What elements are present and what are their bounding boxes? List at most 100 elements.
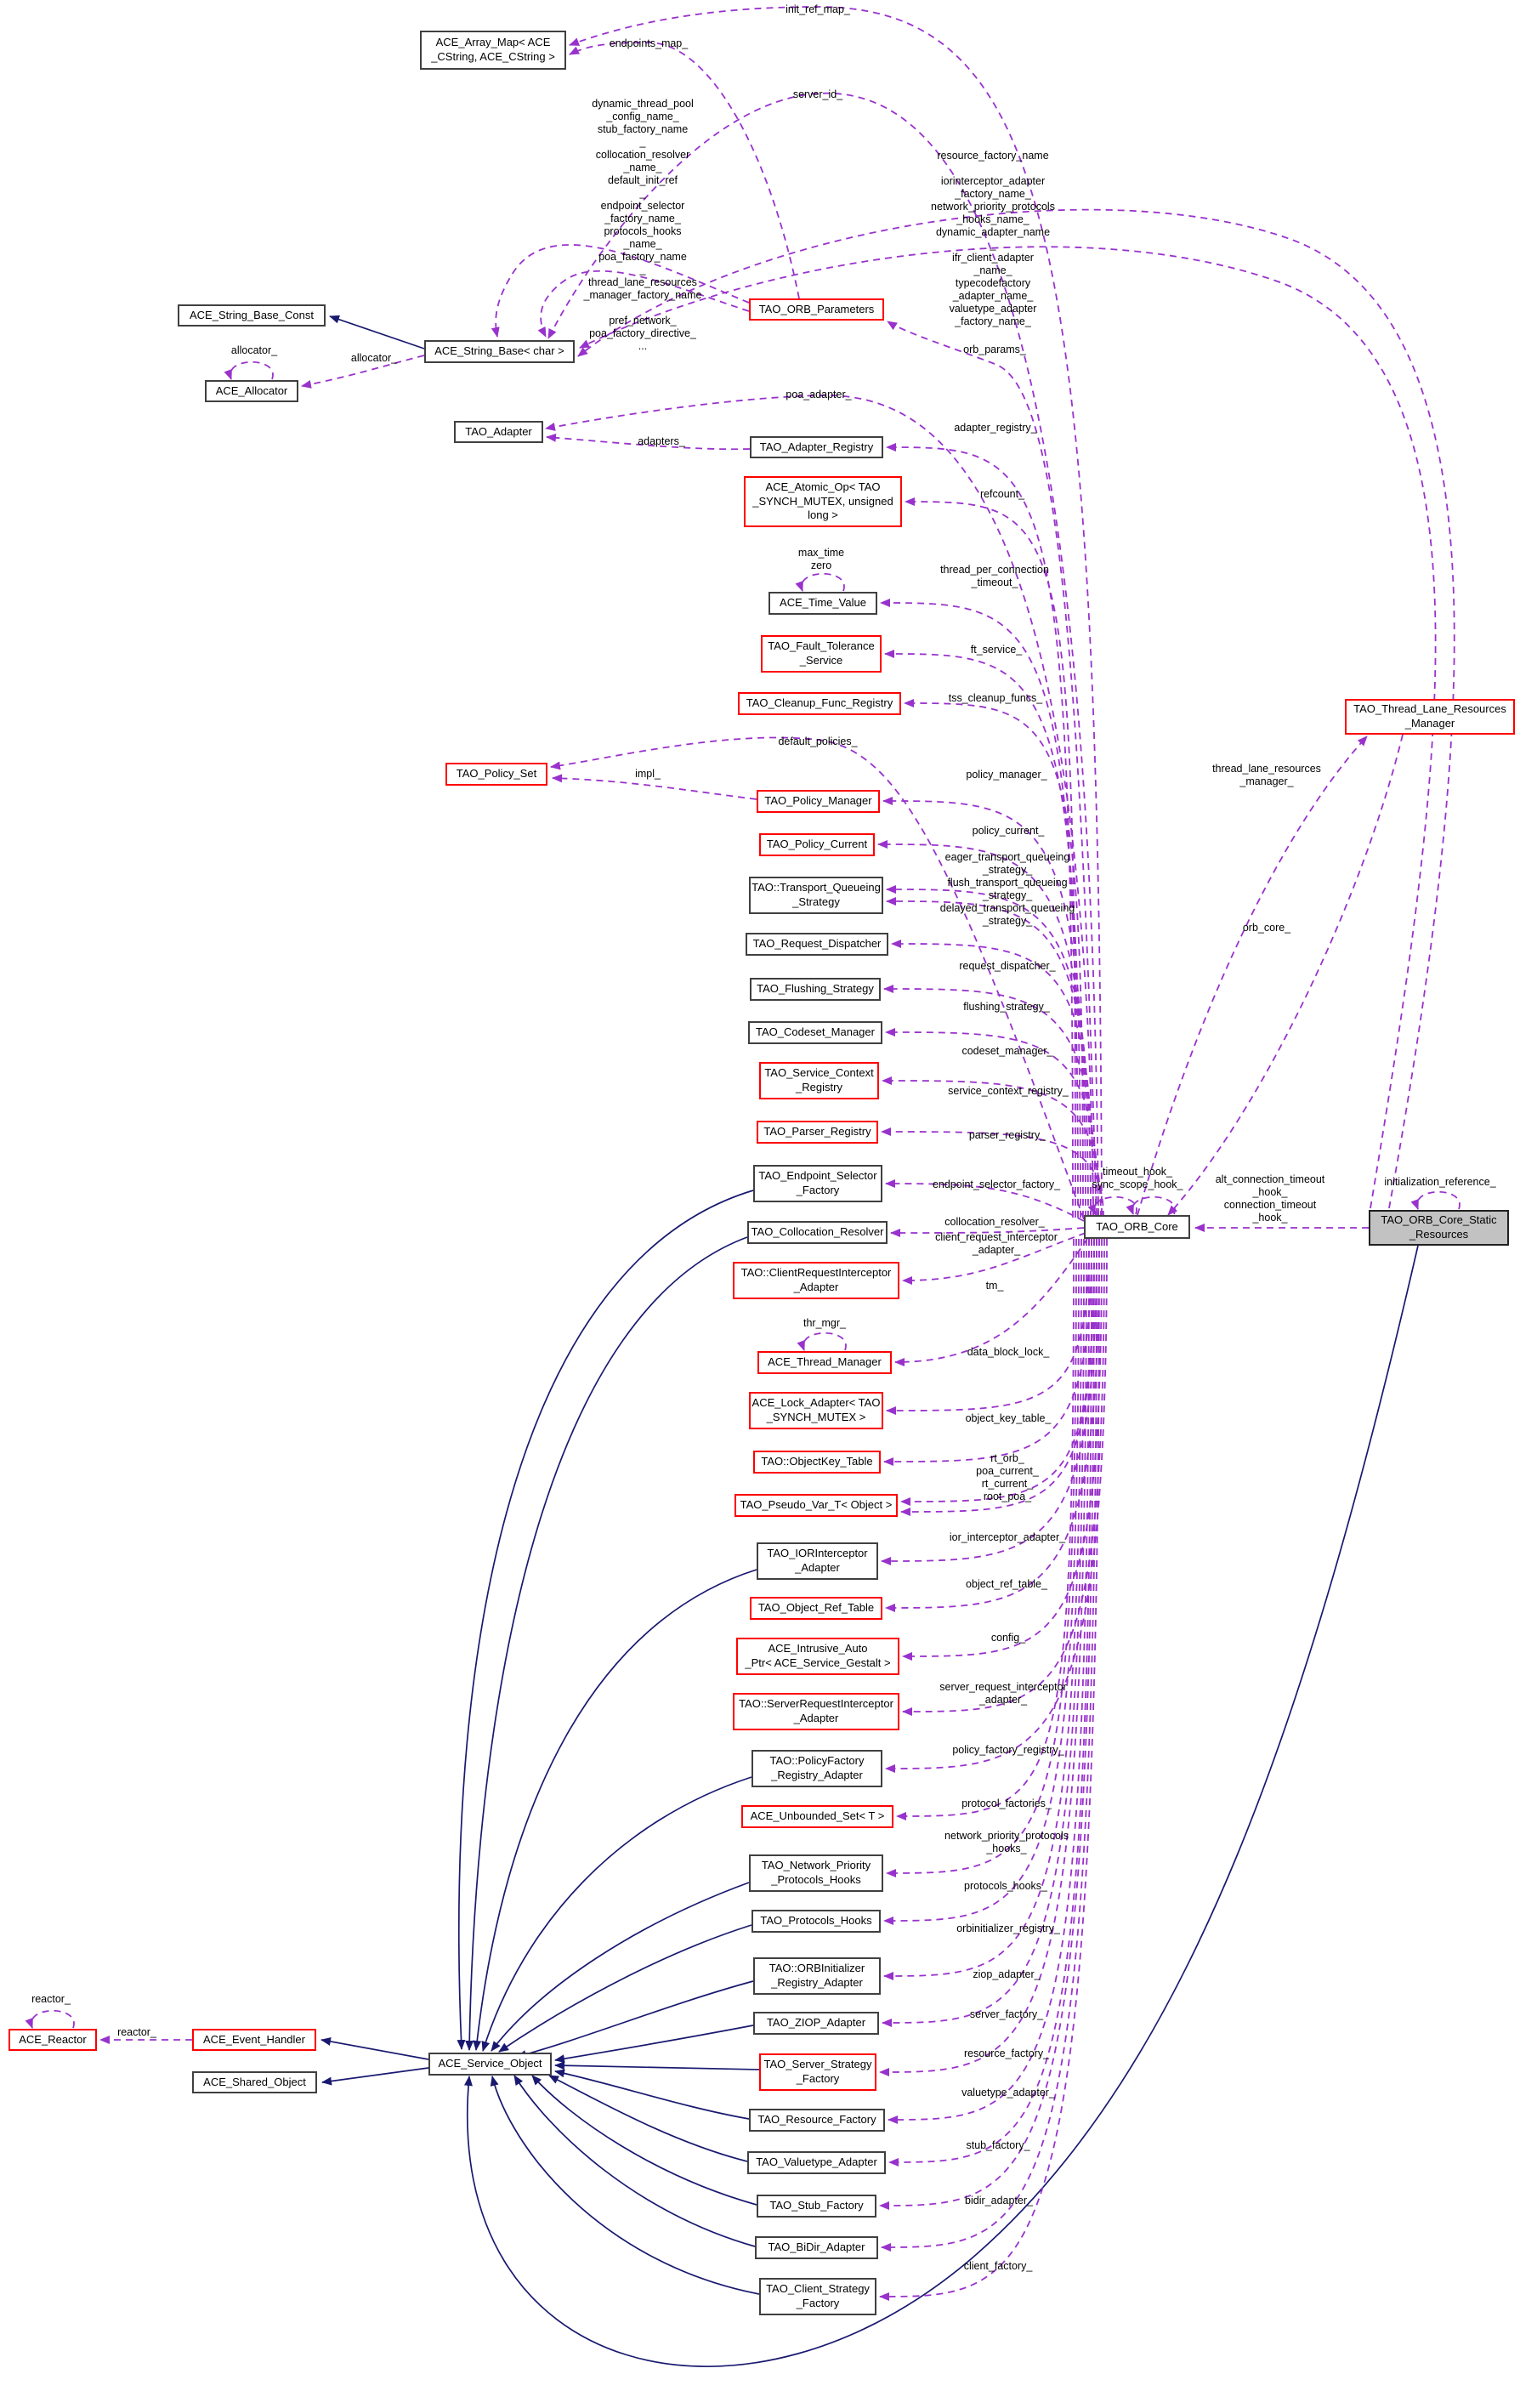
node-tao-policy-manager[interactable]: TAO_Policy_Manager [757,790,880,813]
edge-label-thread-per-connection-timeout: thread_per_connection _timeout_ [940,564,1049,588]
node-ace-reactor[interactable]: ACE_Reactor [9,2029,97,2051]
node-ace-event-handler[interactable]: ACE_Event_Handler [192,2029,316,2051]
edge-staticresources-to-serviceobject [463,1245,1419,2368]
node-label-tao-resource-factory: TAO_Resource_Factory [757,2113,876,2127]
node-label-tao-server-strategy-factory: TAO_Server_Strategy _Factory [763,2058,872,2085]
node-label-tao-codeset-manager: TAO_Codeset_Manager [756,1025,875,1039]
edge-serverstrategy-to-serviceobject [554,2061,760,2070]
node-ace-time-value[interactable]: ACE_Time_Value [769,592,877,615]
node-tao-resource-factory[interactable]: TAO_Resource_Factory [749,2109,885,2132]
node-label-tao-pseudo-var-t: TAO_Pseudo_Var_T< Object > [740,1498,893,1512]
node-tao-stub-factory[interactable]: TAO_Stub_Factory [757,2195,876,2218]
node-tao-flushing-strategy[interactable]: TAO_Flushing_Strategy [750,978,881,1001]
edge-label-data-block-lock: data_block_lock_ [967,1346,1050,1358]
node-label-ace-intrusive-auto-ptr: ACE_Intrusive_Auto _Ptr< ACE_Service_Ges… [745,1642,891,1669]
node-tao-endpoint-selector-factory[interactable]: TAO_Endpoint_Selector _Factory [753,1165,882,1202]
edge-label-orbinitializer-registry: orbinitializer_registry_ [956,1922,1060,1934]
node-tao-parser-registry[interactable]: TAO_Parser_Registry [757,1121,878,1144]
edge-params-strings-1 [491,244,750,338]
node-label-ace-thread-manager: ACE_Thread_Manager [768,1355,882,1369]
node-tao-client-strategy-factory[interactable]: TAO_Client_Strategy _Factory [759,2278,876,2315]
edge-label-resource-factory: resource_factory_ [963,2047,1050,2059]
edge-label-refcount: refcount_ [979,488,1025,500]
node-label-ace-time-value: ACE_Time_Value [780,596,866,610]
node-label-tao-cleanup-func-registry: TAO_Cleanup_Func_Registry [746,696,893,710]
edge-label-ior-interceptor-adapter: ior_interceptor_adapter_ [949,1531,1066,1543]
inheritance-edges-group [320,315,1419,2368]
edge-label-codeset-manager: codeset_manager_ [961,1045,1053,1057]
node-tao-transport-queueing-strategy[interactable]: TAO::Transport_Queueing _Strategy [749,877,883,914]
edge-label-policy-factory-registry: policy_factory_registry_ [952,1744,1064,1756]
node-tao-adapter-registry[interactable]: TAO_Adapter_Registry [750,436,883,458]
node-tao-server-strategy-factory[interactable]: TAO_Server_Strategy _Factory [759,2053,876,2091]
node-label-tao-collocation-resolver: TAO_Collocation_Resolver [751,1225,884,1239]
node-tao-object-ref-table[interactable]: TAO_Object_Ref_Table [750,1597,882,1620]
node-tao-collocation-resolver[interactable]: TAO_Collocation_Resolver [747,1221,888,1244]
node-label-tao-fault-tolerance-service: TAO_Fault_Tolerance _Service [768,639,875,667]
edge-endpointselector-to-serviceobject [457,1190,754,2050]
node-tao-valuetype-adapter[interactable]: TAO_Valuetype_Adapter [747,2151,886,2174]
node-label-tao-client-strategy-factory: TAO_Client_Strategy _Factory [766,2282,870,2309]
node-tao-policy-set[interactable]: TAO_Policy_Set [445,763,547,786]
edge-label-ft-service: ft_service_ [970,644,1023,656]
node-tao-bidir-adapter[interactable]: TAO_BiDir_Adapter [755,2236,878,2259]
edge-label-orb-parameters-string-names: dynamic_thread_pool _config_name_ stub_f… [583,98,702,352]
node-tao-pseudo-var-t[interactable]: TAO_Pseudo_Var_T< Object > [734,1494,898,1517]
edge-ziop-to-serviceobject [554,2025,754,2064]
edge-label-config: config_ [990,1632,1026,1644]
node-tao-objectkey-table[interactable]: TAO::ObjectKey_Table [753,1451,881,1474]
node-ace-string-base-const[interactable]: ACE_String_Base_Const [178,304,326,327]
node-tao-network-priority-protocols-hooks[interactable]: TAO_Network_Priority _Protocols_Hooks [749,1854,883,1892]
edge-label-reactor-self: reactor_ [31,1993,71,2005]
node-ace-shared-object[interactable]: ACE_Shared_Object [192,2071,317,2093]
node-tao-orb-core[interactable]: TAO_ORB_Core [1084,1215,1190,1239]
node-label-ace-lock-adapter: ACE_Lock_Adapter< TAO _SYNCH_MUTEX > [751,1396,881,1423]
node-tao-policy-current[interactable]: TAO_Policy_Current [759,833,875,856]
node-tao-orb-core-static-resources[interactable]: TAO_ORB_Core_Static _Resources [1369,1210,1509,1246]
edge-allocator [301,355,425,389]
node-tao-orbinitializer-registry-adapter[interactable]: TAO::ORBInitializer _Registry_Adapter [753,1957,881,1995]
node-ace-service-object[interactable]: ACE_Service_Object [428,2053,552,2076]
node-tao-orb-parameters[interactable]: TAO_ORB_Parameters [749,298,884,321]
node-ace-unbounded-set[interactable]: ACE_Unbounded_Set< T > [741,1805,893,1828]
edge-data-block-lock [886,1238,1090,1415]
node-tao-ziop-adapter[interactable]: TAO_ZIOP_Adapter [753,2012,879,2035]
edge-bidir-to-serviceobject [513,2075,756,2247]
edge-valuetype-adapter [888,1238,1092,2167]
edge-label-rt-orb-poa-current: rt_orb_ poa_current_ rt_current_ root_po… [976,1452,1039,1502]
edge-resourcefactory-to-serviceobject [554,2069,750,2120]
edge-label-bidir-adapter: bidir_adapter_ [965,2195,1033,2206]
edge-config [902,1238,1103,1661]
loop-allocator [224,361,274,380]
node-ace-intrusive-auto-ptr[interactable]: ACE_Intrusive_Auto _Ptr< ACE_Service_Ges… [736,1638,899,1675]
node-tao-service-context-registry[interactable]: TAO_Service_Context _Registry [759,1062,879,1099]
node-tao-adapter[interactable]: TAO_Adapter [454,421,543,443]
edge-server-id [547,92,1099,1216]
edge-collocation-resolver [890,1227,1085,1237]
node-label-tao-request-dispatcher: TAO_Request_Dispatcher [752,937,882,951]
node-tao-cleanup-func-registry[interactable]: TAO_Cleanup_Func_Registry [738,692,901,715]
node-tao-policyfactory-registry-adapter[interactable]: TAO::PolicyFactory _Registry_Adapter [751,1750,882,1787]
edge-service-context-registry [882,1076,1102,1218]
node-tao-fault-tolerance-service[interactable]: TAO_Fault_Tolerance _Service [761,635,882,673]
node-ace-atomic-op[interactable]: ACE_Atomic_Op< TAO _SYNCH_MUTEX, unsigne… [744,476,902,527]
node-tao-iorinterceptor-adapter[interactable]: TAO_IORInterceptor _Adapter [757,1542,878,1580]
edge-client-factory [879,1238,1100,2301]
node-ace-lock-adapter[interactable]: ACE_Lock_Adapter< TAO _SYNCH_MUTEX > [749,1392,883,1429]
node-tao-thread-lane-resources-manager[interactable]: TAO_Thread_Lane_Resources _Manager [1345,699,1515,735]
edge-policy-current [877,840,1089,1218]
node-ace-thread-manager[interactable]: ACE_Thread_Manager [757,1351,892,1374]
edge-label-server-id: server_id_ [792,88,843,100]
node-ace-array-map[interactable]: ACE_Array_Map< ACE _CString, ACE_CString… [420,31,566,70]
node-tao-codeset-manager[interactable]: TAO_Codeset_Manager [748,1021,882,1044]
edge-adapter-registry [886,443,1074,1218]
node-tao-request-dispatcher[interactable]: TAO_Request_Dispatcher [746,933,888,956]
node-tao-protocols-hooks[interactable]: TAO_Protocols_Hooks [751,1910,881,1933]
node-ace-string-base-char[interactable]: ACE_String_Base< char > [424,340,575,363]
edge-label-init-ref-map: init_ref_map_ [786,3,850,15]
node-tao-clientrequestinterceptor-adapter[interactable]: TAO::ClientRequestInterceptor _Adapter [733,1262,899,1299]
edge-label-protocols-hooks: protocols_hooks_ [964,1880,1047,1892]
node-ace-allocator[interactable]: ACE_Allocator [205,380,298,402]
edge-label-service-context-registry: service_context_registry_ [948,1085,1069,1097]
node-tao-serverrequestinterceptor-adapter[interactable]: TAO::ServerRequestInterceptor _Adapter [733,1693,899,1730]
